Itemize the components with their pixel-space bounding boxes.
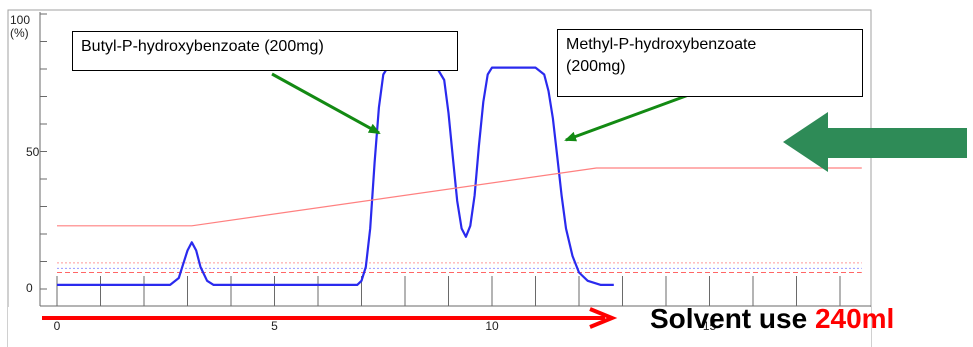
solvent-arrowhead (589, 307, 618, 329)
y-label-100: 100 (10, 13, 30, 27)
series-layer (57, 66, 862, 286)
x-tick-label-15: 15 (703, 319, 717, 333)
y-label-unit: (%) (10, 26, 29, 40)
x-tick-label-10: 10 (485, 319, 499, 333)
axis-band (8, 307, 871, 347)
solvent-use-text: Solvent use 240ml (650, 302, 894, 336)
ticks-layer (40, 13, 841, 306)
butyl-callout-text: Butyl-P-hydroxybenzoate (200mg) (81, 38, 324, 55)
y-tick-label-50: 50 (26, 145, 40, 159)
absorbance-trace (57, 66, 614, 286)
butyl-callout: Butyl-P-hydroxybenzoate (200mg) (72, 31, 458, 71)
methyl-pointer-arrow (564, 91, 695, 142)
y-tick-label-0: 0 (26, 281, 33, 295)
solvent-label: Solvent use (650, 303, 815, 334)
methyl-callout-line1: Methyl-P-hydroxybenzoate (566, 36, 757, 53)
x-tick-label-5: 5 (271, 319, 278, 333)
solvent-value: 240ml (814, 303, 895, 334)
big-left-arrow (783, 112, 967, 172)
methyl-callout: Methyl-P-hydroxybenzoate (200mg) (557, 29, 863, 97)
butyl-pointer-arrow (271, 72, 381, 135)
gradient-line (57, 167, 862, 227)
reference-lines (57, 262, 862, 273)
x-tick-label-0: 0 (54, 319, 61, 333)
methyl-callout-line2: (200mg) (566, 58, 626, 75)
